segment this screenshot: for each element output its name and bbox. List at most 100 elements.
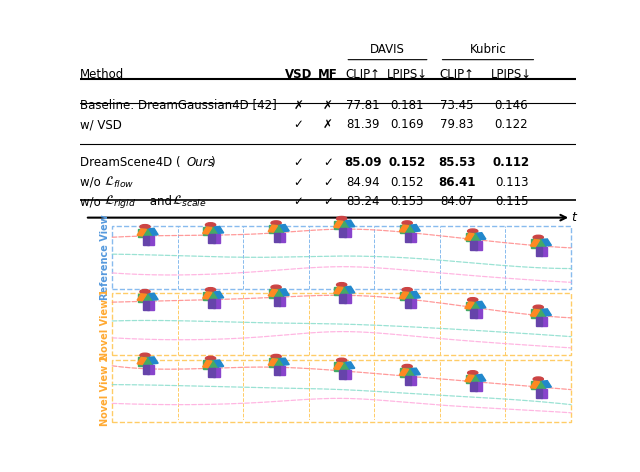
Bar — [204, 227, 218, 235]
Bar — [204, 360, 218, 369]
Text: LPIPS↓: LPIPS↓ — [387, 68, 428, 81]
Bar — [278, 233, 285, 242]
Text: 0.122: 0.122 — [495, 118, 529, 131]
Bar — [542, 309, 552, 316]
Bar — [531, 309, 545, 318]
Circle shape — [271, 285, 281, 289]
Circle shape — [205, 223, 216, 227]
Text: Kubric: Kubric — [470, 42, 506, 56]
Text: 85.09: 85.09 — [344, 156, 381, 169]
Text: VSD: VSD — [285, 68, 312, 81]
Bar — [400, 292, 414, 300]
Bar — [476, 382, 482, 391]
Text: 0.115: 0.115 — [495, 195, 528, 208]
Text: CLIP↑: CLIP↑ — [345, 68, 380, 81]
Bar — [346, 287, 355, 293]
Bar — [333, 362, 343, 370]
Bar — [143, 236, 149, 245]
Bar — [149, 228, 158, 236]
Text: ✗: ✗ — [323, 118, 333, 131]
Circle shape — [468, 229, 478, 233]
Bar — [399, 369, 408, 376]
Circle shape — [271, 354, 281, 359]
Text: w/o: w/o — [80, 195, 104, 208]
Bar — [399, 292, 408, 299]
Bar — [333, 221, 343, 228]
Circle shape — [140, 289, 150, 294]
Bar — [269, 358, 284, 367]
Text: 85.53: 85.53 — [438, 156, 476, 169]
Circle shape — [533, 235, 543, 239]
Text: 73.45: 73.45 — [440, 99, 474, 111]
Bar — [143, 365, 149, 374]
Circle shape — [140, 225, 150, 229]
Bar — [149, 293, 158, 300]
Text: w/ VSD: w/ VSD — [80, 118, 122, 131]
Text: 0.113: 0.113 — [495, 176, 528, 189]
Text: Novel View 2: Novel View 2 — [100, 355, 110, 427]
Circle shape — [533, 377, 543, 381]
Bar — [465, 233, 474, 240]
Text: Method: Method — [80, 68, 124, 81]
Bar — [137, 357, 147, 364]
Text: 0.169: 0.169 — [390, 118, 424, 131]
Text: CLIP↑: CLIP↑ — [440, 68, 474, 81]
Text: and: and — [146, 195, 176, 208]
Circle shape — [337, 217, 347, 221]
Circle shape — [468, 298, 478, 302]
Bar — [278, 366, 285, 375]
Bar — [112, 226, 571, 288]
Text: 0.153: 0.153 — [390, 195, 424, 208]
Text: 86.41: 86.41 — [438, 176, 476, 189]
Bar — [213, 299, 220, 308]
Text: ✓: ✓ — [293, 118, 303, 131]
Bar — [138, 357, 152, 365]
Bar — [339, 294, 346, 303]
Circle shape — [205, 356, 216, 361]
Bar — [214, 227, 224, 234]
Bar — [531, 239, 545, 248]
Bar — [269, 225, 284, 233]
Text: ✗: ✗ — [323, 99, 333, 111]
Bar — [274, 233, 280, 242]
Text: Ours: Ours — [187, 156, 214, 169]
Text: 0.146: 0.146 — [495, 99, 529, 111]
Bar — [542, 380, 552, 388]
Bar — [404, 376, 411, 385]
Bar — [542, 239, 552, 246]
Bar — [400, 225, 414, 233]
Bar — [476, 309, 482, 318]
Bar — [335, 220, 349, 229]
Bar — [536, 247, 542, 256]
Bar — [470, 241, 477, 250]
Bar — [346, 362, 355, 369]
Bar — [339, 370, 346, 379]
Bar — [410, 233, 416, 242]
Text: ✓: ✓ — [293, 176, 303, 189]
Circle shape — [271, 221, 281, 225]
Text: 84.94: 84.94 — [346, 176, 380, 189]
Text: ✓: ✓ — [323, 195, 333, 208]
Circle shape — [337, 358, 347, 362]
Text: $\mathcal{L}_{flow}$: $\mathcal{L}_{flow}$ — [104, 175, 134, 190]
Bar — [404, 233, 411, 242]
Bar — [470, 309, 477, 318]
Bar — [203, 361, 212, 368]
Bar — [400, 369, 414, 377]
Bar — [344, 370, 351, 379]
Bar — [470, 382, 477, 391]
Circle shape — [402, 364, 412, 369]
Bar — [346, 220, 355, 227]
Bar — [411, 368, 420, 375]
Bar — [112, 360, 571, 422]
Bar — [344, 228, 351, 237]
Text: 0.112: 0.112 — [493, 156, 530, 169]
Text: 81.39: 81.39 — [346, 118, 380, 131]
Circle shape — [140, 353, 150, 357]
Text: 0.152: 0.152 — [388, 156, 426, 169]
Bar — [531, 381, 545, 389]
Text: ): ) — [210, 156, 214, 169]
Circle shape — [205, 287, 216, 292]
Bar — [143, 301, 149, 310]
Text: Novel View 1: Novel View 1 — [100, 288, 110, 360]
